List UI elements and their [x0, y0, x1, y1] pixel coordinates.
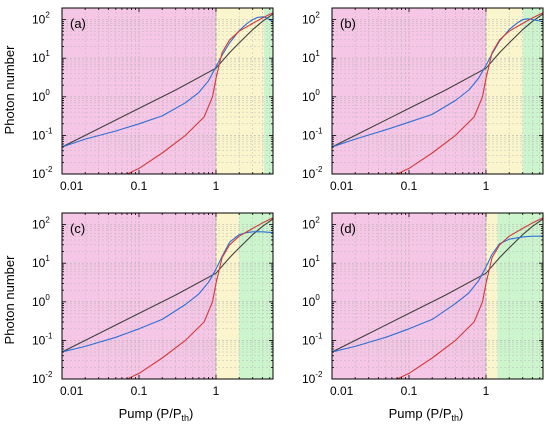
x-tick-label: 1 — [483, 384, 490, 398]
y-tick-label: 101 — [302, 49, 320, 65]
x-axis-label-close: ) — [189, 406, 193, 421]
y-tick-label: 100 — [32, 293, 50, 309]
x-axis-label-right: Pump (P/Pth) — [389, 406, 464, 423]
series-group — [62, 217, 273, 379]
panels: 0.01 0.1 1 10-2 10-1 100 101 102 (a) 0.01 0.1 1 10-2… — [32, 7, 544, 398]
panel-a: 0.01 0.1 1 10-2 10-1 100 101 102 (a) — [32, 7, 274, 193]
x-tick-label: 0.1 — [131, 179, 148, 193]
y-tick-label: 10-2 — [302, 370, 323, 386]
series-blue_line — [332, 18, 543, 148]
x-tick-label: 1 — [483, 179, 490, 193]
series-black_line — [62, 218, 273, 353]
x-axis-label-sub: th — [182, 413, 190, 423]
series-blue_line — [62, 16, 273, 148]
x-axis-label-main: Pump (P/P — [389, 406, 452, 421]
y-tick-label: 101 — [32, 49, 50, 65]
y-tick-label: 100 — [32, 88, 50, 104]
series-group — [332, 217, 543, 379]
gridlines — [62, 8, 273, 174]
x-axis-label-close: ) — [459, 406, 463, 421]
y-tick-label: 10-2 — [32, 165, 53, 181]
series-red_line — [126, 217, 273, 379]
x-tick-label: 0.01 — [60, 384, 84, 398]
x-axis-label-sub: th — [452, 413, 460, 423]
region-pink — [332, 213, 486, 379]
y-tick-label: 101 — [32, 254, 50, 270]
series-red_line — [396, 217, 543, 379]
plot-frame — [61, 7, 274, 175]
plot-frame — [331, 212, 544, 380]
x-axis-label-left: Pump (P/Pth) — [119, 406, 194, 423]
y-axis-label-bottom: Photon number — [2, 255, 17, 345]
region-yellow — [485, 213, 498, 379]
panel-d: 0.01 0.1 1 10-2 10-1 100 101 102 (d) — [302, 212, 544, 398]
y-tick-label: 10-1 — [302, 126, 323, 142]
region-yellow — [215, 8, 264, 174]
y-tick-label: 102 — [32, 11, 50, 27]
y-tick-label: 101 — [302, 254, 320, 270]
y-tick-label: 100 — [302, 88, 320, 104]
y-tick-label: 10-1 — [32, 126, 53, 142]
y-tick-label: 10-2 — [302, 165, 323, 181]
x-tick-label: 0.01 — [330, 179, 354, 193]
y-tick-label: 102 — [302, 216, 320, 232]
region-green — [522, 8, 543, 174]
region-pink — [332, 8, 486, 174]
region-green — [263, 8, 273, 174]
x-tick-label: 0.01 — [60, 179, 84, 193]
x-tick-label: 0.1 — [131, 384, 148, 398]
series-red_line — [126, 12, 273, 174]
panel-label: (a) — [70, 16, 86, 31]
panel-label: (c) — [70, 221, 85, 236]
panel-b: 0.01 0.1 1 10-2 10-1 100 101 102 (b) — [302, 7, 544, 193]
plot-frame — [61, 212, 274, 380]
y-tick-label: 100 — [302, 293, 320, 309]
x-tick-label: 1 — [213, 384, 220, 398]
region-yellow — [485, 8, 523, 174]
gridlines — [332, 213, 543, 379]
series-blue_line — [332, 235, 543, 353]
gridlines — [62, 213, 273, 379]
y-tick-label: 10-1 — [302, 331, 323, 347]
panel-label: (d) — [340, 221, 356, 236]
series-black_line — [332, 218, 543, 353]
x-axis-label-main: Pump (P/P — [119, 406, 182, 421]
panel-c: 0.01 0.1 1 10-2 10-1 100 101 102 (c) — [32, 212, 274, 398]
x-tick-label: 0.01 — [330, 384, 354, 398]
series-group — [62, 12, 273, 174]
y-axis-label-top: Photon number — [2, 45, 17, 135]
series-black_line — [62, 13, 273, 148]
y-tick-label: 102 — [302, 11, 320, 27]
y-tick-label: 10-2 — [32, 370, 53, 386]
gridlines — [332, 8, 543, 174]
y-tick-label: 10-1 — [32, 331, 53, 347]
panel-label: (b) — [340, 16, 356, 31]
x-tick-label: 1 — [213, 179, 220, 193]
region-pink — [62, 8, 216, 174]
series-red_line — [396, 12, 543, 174]
series-group — [332, 12, 543, 174]
x-tick-label: 0.1 — [401, 179, 418, 193]
region-green — [239, 213, 273, 379]
series-black_line — [332, 13, 543, 148]
x-tick-label: 0.1 — [401, 384, 418, 398]
region-pink — [62, 213, 216, 379]
series-blue_line — [62, 231, 273, 353]
plot-frame — [331, 7, 544, 175]
y-tick-label: 102 — [32, 216, 50, 232]
